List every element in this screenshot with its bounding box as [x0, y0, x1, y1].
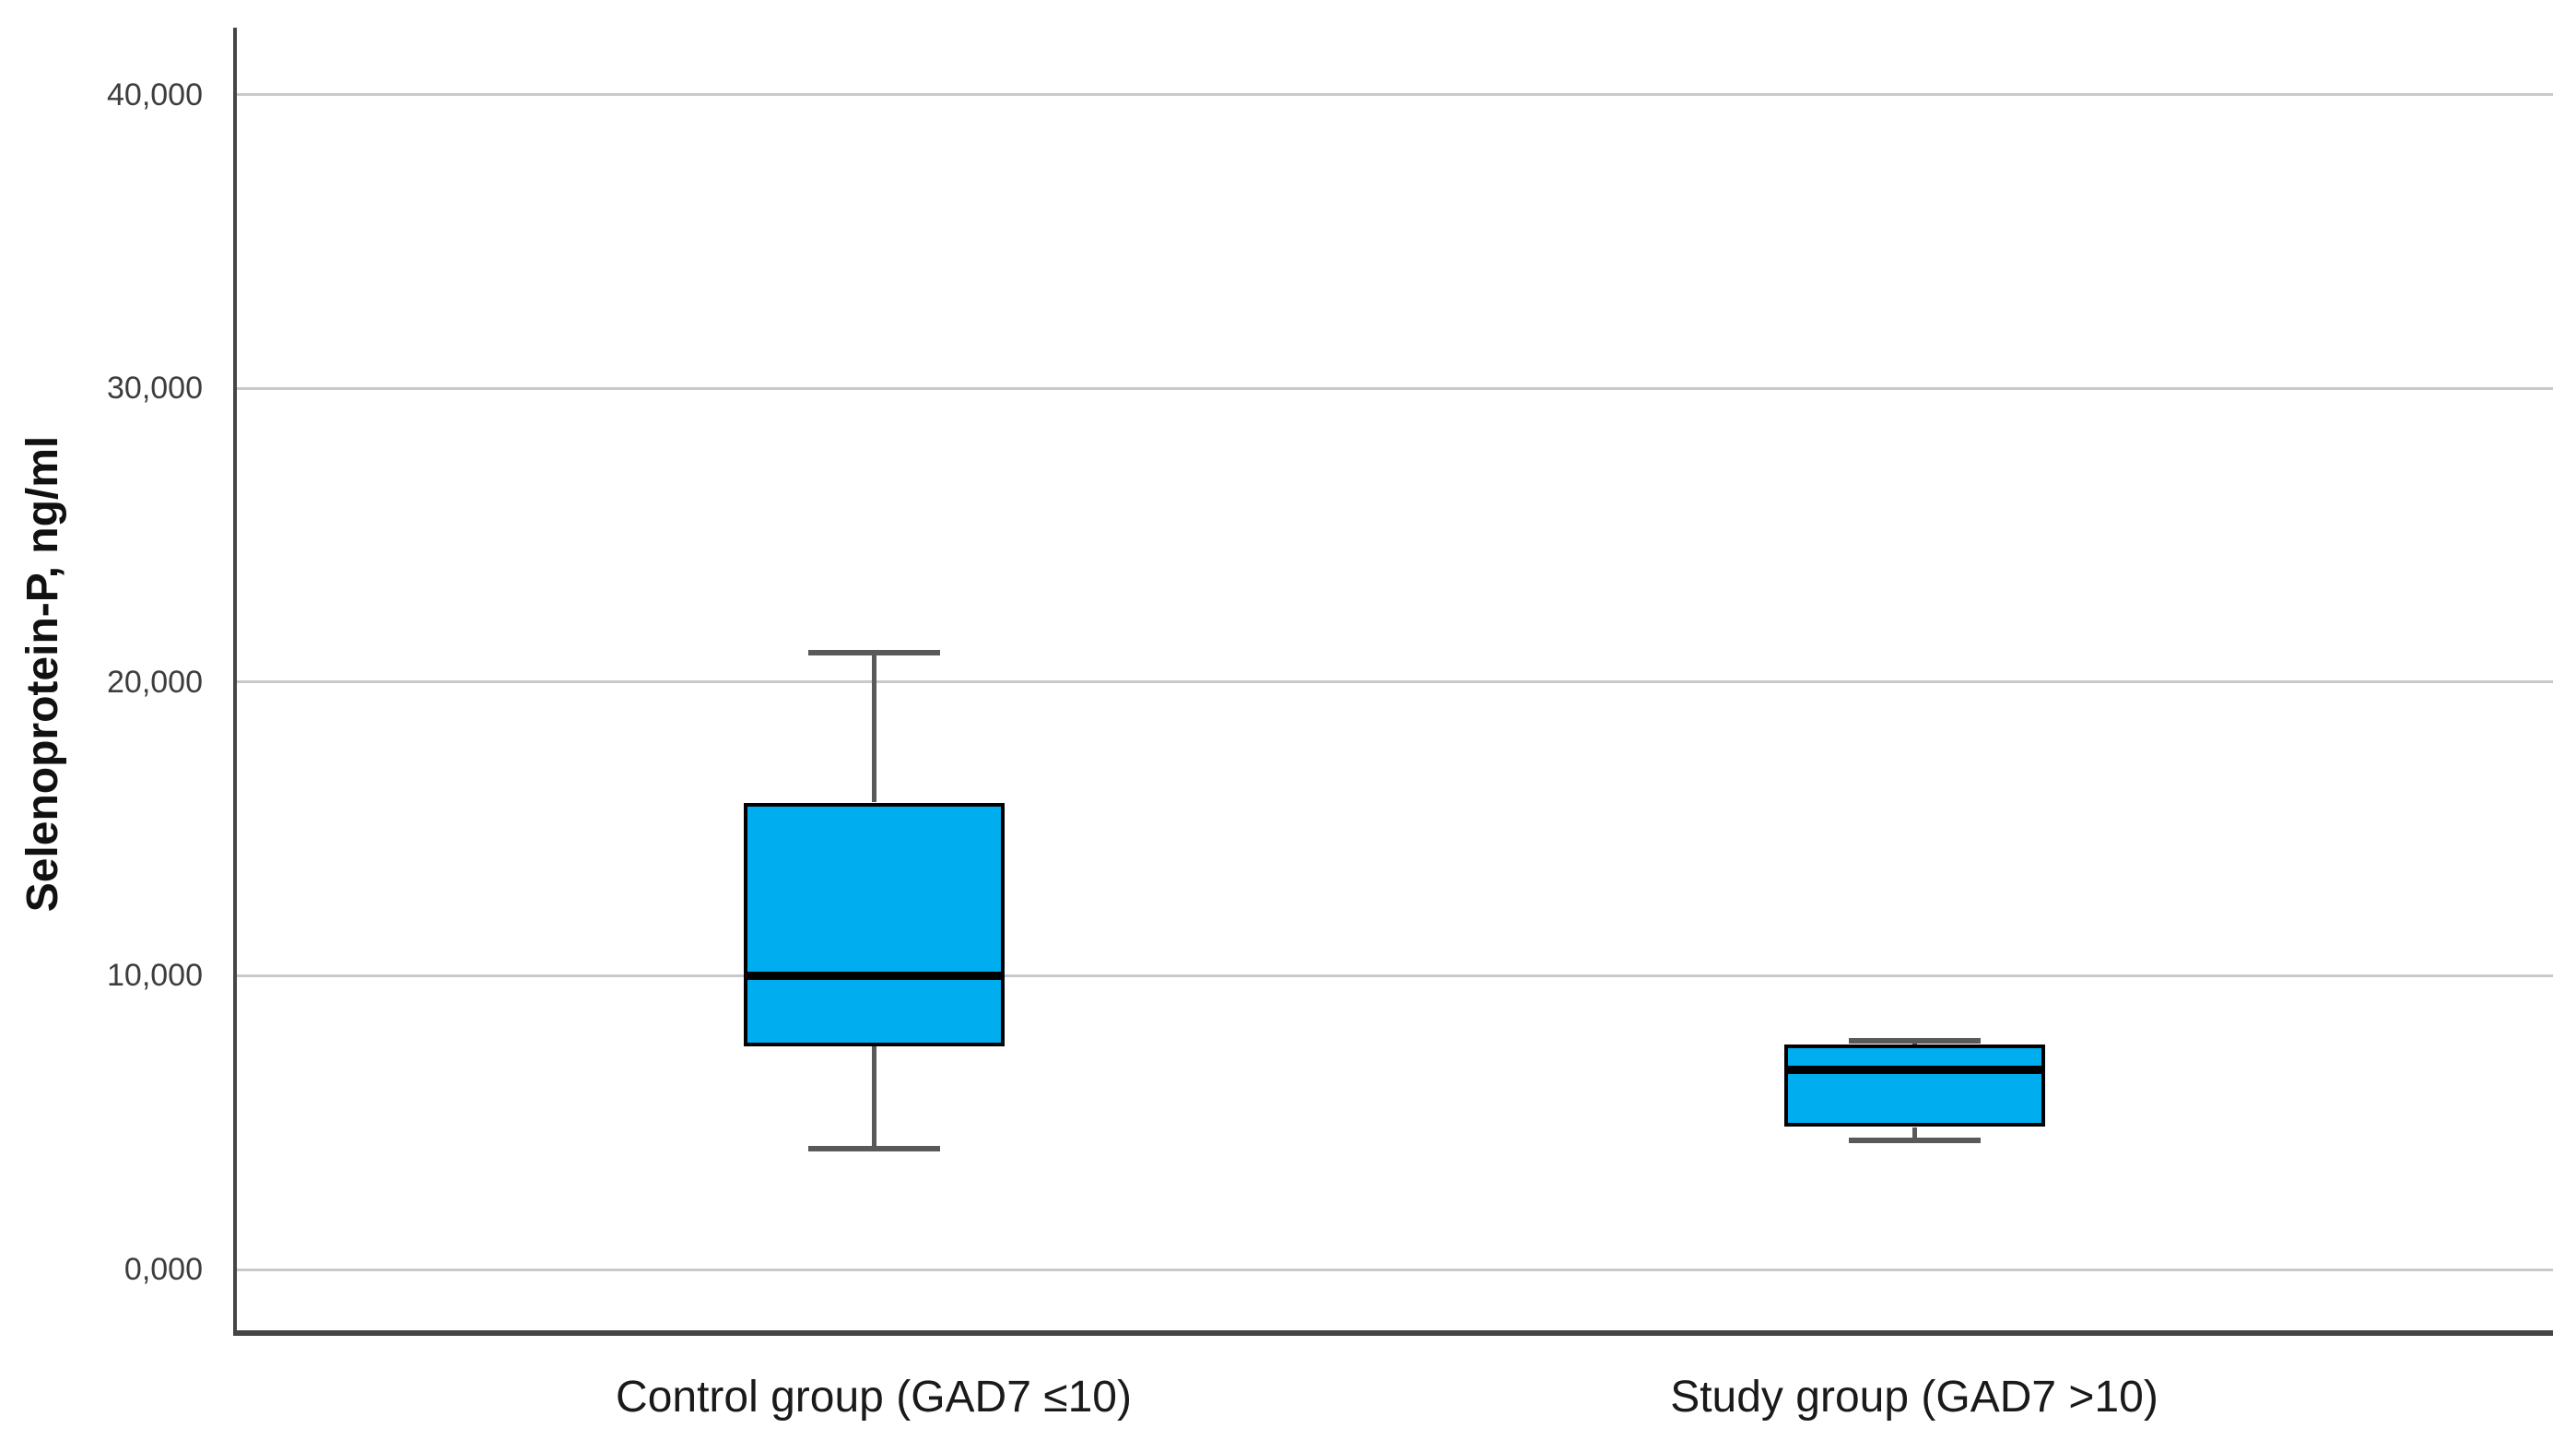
gridline-40000	[233, 93, 2553, 97]
y-axis-line	[233, 28, 237, 1336]
box-1	[1783, 1045, 2045, 1127]
gridline-0	[233, 1268, 2553, 1271]
median-line-1	[1783, 1065, 2045, 1074]
whisker-cap-upper-0	[807, 650, 940, 656]
gridline-20000	[233, 680, 2553, 684]
whisker-cap-lower-0	[807, 1146, 940, 1152]
box-0	[743, 802, 1005, 1046]
y-tick-label-10000: 10,000	[107, 958, 203, 994]
median-line-0	[743, 971, 1005, 980]
y-tick-label-20000: 20,000	[107, 664, 203, 700]
y-tick-label-40000: 40,000	[107, 77, 203, 112]
category-label-1: Study group (GAD7 >10)	[1670, 1373, 2158, 1422]
category-label-0: Control group (GAD7 ≤10)	[616, 1373, 1132, 1422]
y-tick-label-0: 0,000	[124, 1252, 203, 1287]
whisker-lower-0	[871, 1045, 876, 1150]
whisker-cap-upper-1	[1848, 1037, 1981, 1044]
whisker-cap-lower-1	[1848, 1137, 1981, 1143]
x-axis-line	[233, 1330, 2553, 1336]
whisker-lower-1	[1911, 1127, 1917, 1140]
gridline-30000	[233, 386, 2553, 390]
whisker-upper-0	[871, 653, 876, 803]
gridline-10000	[233, 974, 2553, 977]
y-tick-label-30000: 30,000	[107, 371, 203, 407]
